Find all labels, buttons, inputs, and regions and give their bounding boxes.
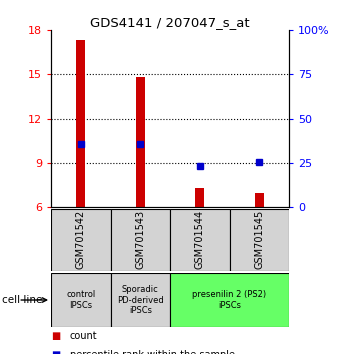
Text: count: count (70, 331, 97, 341)
Bar (170, 273, 289, 327)
Bar (51, 273, 110, 327)
Text: GSM701542: GSM701542 (76, 210, 86, 269)
Bar (255, 193, 264, 207)
Bar (76, 40, 85, 207)
Text: cell line: cell line (2, 295, 42, 305)
Bar (110, 209, 170, 271)
Text: ■: ■ (51, 331, 60, 341)
Bar (230, 209, 289, 271)
Text: percentile rank within the sample: percentile rank within the sample (70, 350, 235, 354)
Text: GSM701543: GSM701543 (135, 210, 145, 269)
Bar (136, 76, 145, 207)
Text: presenilin 2 (PS2)
iPSCs: presenilin 2 (PS2) iPSCs (192, 290, 267, 310)
Title: GDS4141 / 207047_s_at: GDS4141 / 207047_s_at (90, 16, 250, 29)
Text: ■: ■ (51, 350, 60, 354)
Bar (110, 273, 170, 327)
Text: GSM701544: GSM701544 (195, 210, 205, 269)
Bar (170, 209, 230, 271)
Bar (51, 209, 110, 271)
Text: Sporadic
PD-derived
iPSCs: Sporadic PD-derived iPSCs (117, 285, 164, 315)
Bar (195, 188, 204, 207)
Text: control
IPSCs: control IPSCs (66, 290, 96, 310)
Text: GSM701545: GSM701545 (254, 210, 264, 269)
